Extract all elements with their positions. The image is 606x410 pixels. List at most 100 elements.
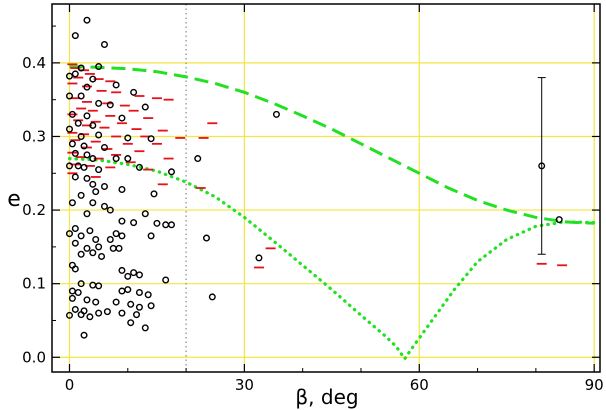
circle-marker: [77, 92, 85, 100]
circle-marker: [115, 244, 123, 252]
circle-marker: [124, 134, 132, 142]
circle-marker: [65, 72, 73, 80]
x-axis-label: β, deg: [295, 385, 358, 409]
circle-marker: [202, 234, 210, 242]
circle-marker: [77, 311, 85, 319]
circle-marker: [100, 202, 108, 210]
circle-marker: [89, 249, 97, 257]
circle-marker: [147, 135, 155, 143]
circle-marker: [141, 103, 149, 111]
circle-marker: [147, 232, 155, 240]
circle-marker: [92, 298, 100, 306]
circle-marker: [77, 132, 85, 140]
circle-marker: [95, 243, 103, 251]
circle-marker: [86, 227, 94, 235]
y-tick-label: 0.2: [22, 201, 46, 219]
circle-marker: [65, 125, 73, 133]
circle-marker: [118, 232, 126, 240]
circle-marker: [65, 230, 73, 238]
y-tick-label: 0.3: [22, 127, 46, 145]
circle-marker: [83, 296, 91, 304]
x-tick-label: 90: [585, 376, 604, 394]
circle-marker: [555, 216, 563, 224]
circle-marker: [89, 75, 97, 83]
circle-marker: [77, 64, 85, 72]
circle-marker: [95, 166, 103, 174]
circle-marker: [118, 217, 126, 225]
y-tick-label: 0.1: [22, 275, 46, 293]
circle-marker: [141, 324, 149, 332]
circle-marker: [133, 311, 141, 319]
circle-marker: [255, 254, 263, 262]
circle-marker: [130, 219, 138, 227]
circle-marker: [65, 92, 73, 100]
circle-marker: [112, 298, 120, 306]
circle-marker: [71, 224, 79, 232]
circle-marker: [89, 121, 97, 129]
circle-marker: [141, 210, 149, 218]
x-tick-label: 0: [65, 376, 75, 394]
circle-marker: [168, 221, 176, 229]
x-tick-label: 30: [235, 376, 254, 394]
upper-dashed-curve: [69, 65, 595, 225]
circle-marker: [168, 168, 176, 176]
circle-marker: [130, 269, 138, 277]
circle-marker: [127, 300, 135, 308]
circle-marker: [71, 70, 79, 78]
circle-marker: [77, 232, 85, 240]
circle-marker: [86, 313, 94, 321]
circle-marker: [194, 155, 202, 163]
circle-marker: [95, 63, 103, 71]
circle-marker: [65, 162, 73, 170]
circle-marker: [83, 112, 91, 120]
circle-marker: [68, 199, 76, 207]
circle-marker: [71, 305, 79, 313]
circle-marker: [272, 110, 280, 118]
circle-marker: [118, 309, 126, 317]
x-tick-label: 60: [410, 376, 429, 394]
circle-marker: [208, 293, 216, 301]
circle-markers: [65, 16, 563, 339]
circle-marker: [100, 183, 108, 191]
circle-marker: [95, 282, 103, 290]
circle-marker: [89, 155, 97, 163]
circle-marker: [83, 244, 91, 252]
circle-marker: [83, 210, 91, 218]
circle-marker: [68, 110, 76, 118]
circle-marker: [71, 239, 79, 247]
circle-marker: [153, 219, 161, 227]
circle-marker: [124, 286, 132, 294]
circle-marker: [71, 173, 79, 181]
circle-marker: [106, 206, 114, 214]
error-bar: [537, 77, 546, 255]
circle-marker: [71, 32, 79, 40]
circle-marker: [135, 289, 143, 297]
circle-marker: [89, 180, 97, 188]
circle-marker: [74, 289, 82, 297]
circle-marker: [92, 188, 100, 196]
circle-marker: [106, 236, 114, 244]
circle-marker: [83, 16, 91, 24]
circle-marker: [95, 309, 103, 317]
circle-marker: [80, 331, 88, 339]
circle-marker: [92, 236, 100, 244]
circle-marker: [124, 272, 132, 280]
circle-marker: [106, 101, 114, 109]
circle-marker: [118, 185, 126, 193]
circle-marker: [147, 302, 155, 310]
circle-marker: [135, 163, 143, 171]
circle-marker: [95, 131, 103, 139]
circle-marker: [80, 142, 88, 150]
circle-marker: [127, 319, 135, 327]
circle-marker: [65, 311, 73, 319]
circle-marker: [162, 276, 170, 284]
y-axis-label: e: [7, 187, 21, 212]
axis-ticks: 0 30 60 90 0.0 0.1 0.2 0.3 0.4: [22, 4, 604, 394]
circle-marker: [144, 291, 152, 299]
model-curves: [67, 65, 596, 362]
circle-marker: [112, 81, 120, 89]
circle-marker: [98, 252, 106, 260]
y-tick-label: 0.0: [22, 348, 46, 366]
circle-marker: [89, 199, 97, 207]
